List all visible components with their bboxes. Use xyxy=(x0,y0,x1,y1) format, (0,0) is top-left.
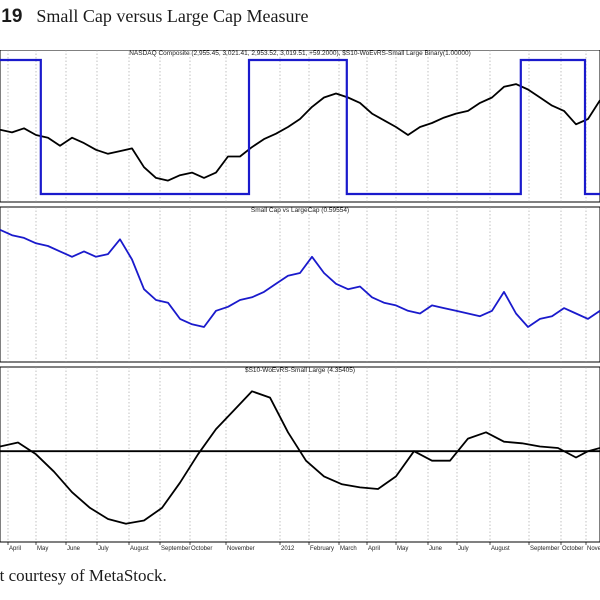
x-tick-label-12: May xyxy=(397,546,408,552)
x-tick-label-5: September xyxy=(161,546,190,552)
panel-2-series-1-line xyxy=(0,228,600,328)
x-tick-label-7: November xyxy=(227,546,255,552)
x-tick-label-1: May xyxy=(37,546,48,552)
panel-3-series-1-line xyxy=(0,390,600,525)
chart-area: NASDAQ Composite (2,955.45, 3,021.41, 2,… xyxy=(0,50,600,560)
x-tick-label-15: August xyxy=(491,546,510,552)
x-tick-label-11: April xyxy=(368,546,380,552)
panel-2-frame xyxy=(0,206,600,363)
x-tick-label-13: June xyxy=(429,546,443,552)
x-tick-label-9: February xyxy=(310,546,334,552)
x-tick-label-14: July xyxy=(458,546,469,552)
x-tick-label-10: March xyxy=(340,546,357,552)
panel-1-title: NASDAQ Composite (2,955.45, 3,021.41, 2,… xyxy=(129,50,471,57)
x-tick-label-6: October xyxy=(191,546,212,552)
figure-caption: rt courtesy of MetaStock. xyxy=(0,566,167,585)
x-tick-label-2: June xyxy=(67,546,81,552)
x-tick-label-3: July xyxy=(98,546,109,552)
panel-3-frame xyxy=(0,366,600,543)
panel-3-title: $S10-WoEvRS-Small Large (4.35405) xyxy=(245,367,355,374)
x-tick-label-0: April xyxy=(9,546,21,552)
x-tick-label-4: August xyxy=(130,546,149,552)
panel-1-series-1-line xyxy=(0,83,600,182)
x-tick-label-16: September xyxy=(530,546,559,552)
x-tick-label-18: November xyxy=(587,546,600,552)
x-tick-label-8: 2012 xyxy=(281,546,295,552)
panel-1-frame xyxy=(0,50,600,203)
figure-number: .19 xyxy=(0,6,23,27)
panel-1-series-2-line xyxy=(0,58,600,196)
x-tick-label-17: October xyxy=(562,546,583,552)
figure-title: .19 Small Cap versus Large Cap Measure xyxy=(0,6,309,30)
figure-title-text: Small Cap versus Large Cap Measure xyxy=(36,6,309,26)
panel-2-title: Small Cap vs LargeCap (0.59554) xyxy=(251,207,349,214)
metastock-chart: NASDAQ Composite (2,955.45, 3,021.41, 2,… xyxy=(0,50,600,552)
